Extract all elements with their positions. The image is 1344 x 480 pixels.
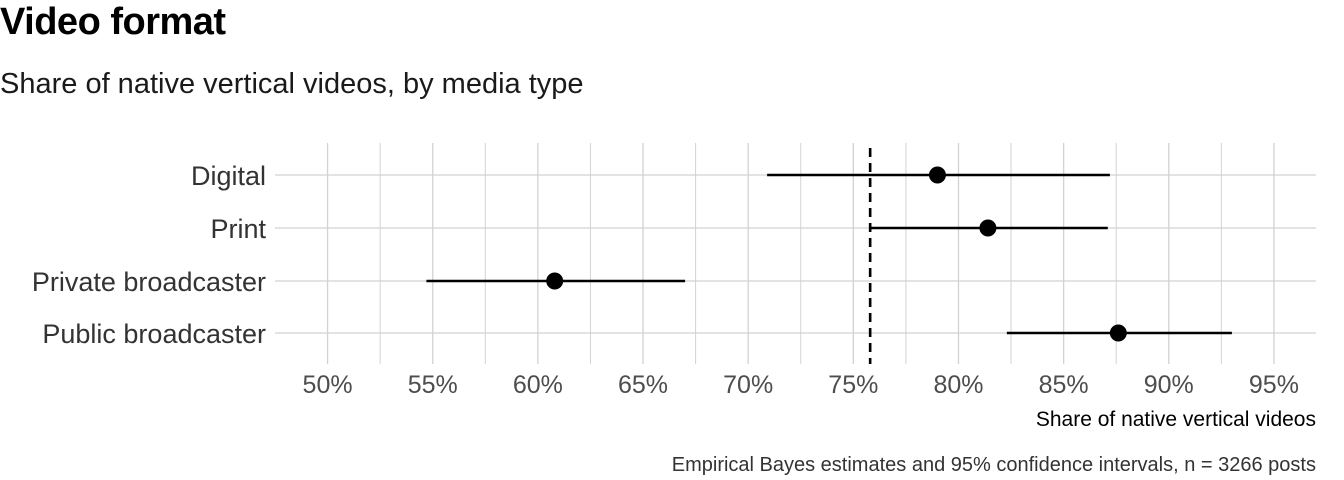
x-tick-label: 75% [828,371,878,399]
estimate-point [928,166,946,184]
x-tick-label: 50% [303,371,353,399]
category-label: Print [210,214,266,244]
estimate-point [979,219,997,237]
chart-caption: Empirical Bayes estimates and 95% confid… [671,454,1316,476]
estimate-point [546,272,564,290]
point-layer [546,166,1127,342]
estimate-point [1109,324,1127,342]
category-label: Private broadcaster [32,267,266,297]
category-label: Digital [191,161,266,191]
x-tick-label: 55% [408,371,458,399]
interval-layer [426,173,1232,335]
category-label: Public broadcaster [42,319,266,349]
x-tick-label: 65% [618,371,668,399]
x-tick-label: 60% [513,371,563,399]
chart-subtitle: Share of native vertical videos, by medi… [0,68,584,100]
x-tick-label: 85% [1039,371,1089,399]
chart-title: Video format [0,1,226,43]
x-tick-label: 80% [933,371,983,399]
x-tick-label: 95% [1249,371,1299,399]
x-tick-label: 70% [723,371,773,399]
x-tick-label: 90% [1144,371,1194,399]
label-layer: Digital Print Private broadcaster Public br… [32,161,1316,431]
x-axis-title: Share of native vertical videos [1036,408,1316,431]
